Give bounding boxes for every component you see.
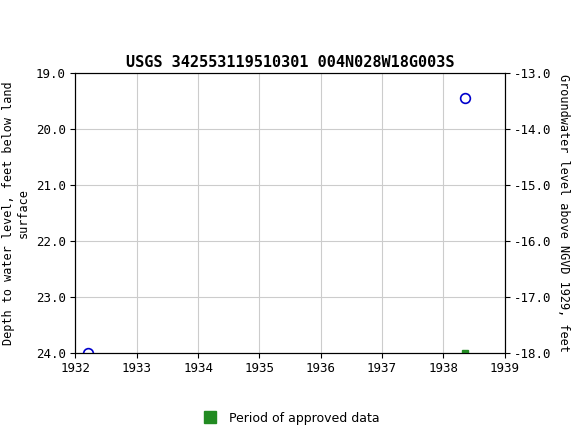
Y-axis label: Depth to water level, feet below land
surface: Depth to water level, feet below land su… [2, 81, 30, 345]
Text: USGS: USGS [46, 16, 97, 36]
Y-axis label: Groundwater level above NGVD 1929, feet: Groundwater level above NGVD 1929, feet [557, 74, 570, 352]
Text: USGS 342553119510301 004N028W18G003S: USGS 342553119510301 004N028W18G003S [126, 55, 454, 70]
Legend: Period of approved data: Period of approved data [200, 412, 380, 424]
